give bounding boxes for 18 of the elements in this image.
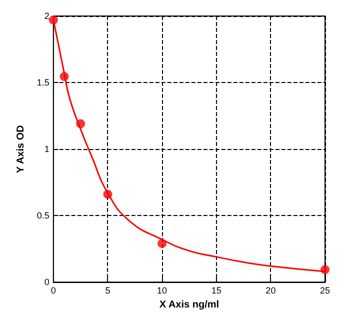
x-tick-label: 15 <box>211 286 222 296</box>
y-tick-label: 0.5 <box>36 210 50 221</box>
point <box>60 72 69 82</box>
y-tick-label: 1 <box>44 144 50 154</box>
x-tick-label: 5 <box>105 286 110 296</box>
y-axis-title: Y Axis OD <box>16 125 26 173</box>
y-tick-label: 2 <box>44 11 50 21</box>
x-tick-label: 25 <box>320 286 330 296</box>
y-tick-label: 0 <box>44 277 50 288</box>
x-tick-label: 10 <box>157 286 168 296</box>
point <box>158 239 167 248</box>
x-tick-label: 20 <box>266 286 276 296</box>
x-axis-title: X Axis ng/ml <box>159 300 220 310</box>
x-tick-label: 0 <box>50 286 56 296</box>
point <box>76 119 86 128</box>
point <box>103 190 112 199</box>
point <box>320 265 330 274</box>
y-tick-label: 1.5 <box>36 78 50 88</box>
